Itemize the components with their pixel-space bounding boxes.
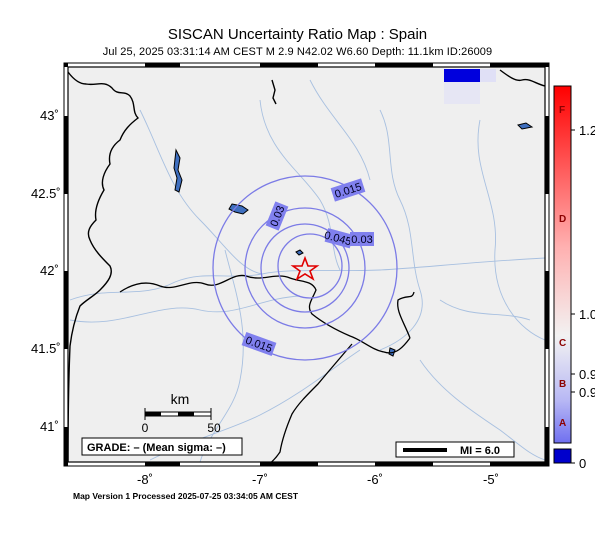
colorbar-letter-b: B [559,379,566,390]
svg-text:km: km [171,391,190,407]
coastline [68,71,140,462]
colorbar: F D C B A 1.2 1.0 0.9 0.9 0 [553,85,595,471]
colorbar-letter-f: F [559,105,565,116]
lat-label-42: 42˚ [40,263,59,278]
contour-inner [277,233,343,299]
lon-label-8: -8˚ [137,472,153,487]
grid-cell [444,82,480,104]
colorbar-tick-1-2: 1.2 [579,123,595,138]
map-area[interactable] [67,66,546,463]
colorbar-letter-c: C [559,338,566,349]
contour-0.015 [212,175,398,361]
map-title: SISCAN Uncertainty Ratio Map : Spain [167,26,428,43]
coastline [499,69,545,87]
contour-0.045 [260,223,350,313]
borders [119,274,415,462]
svg-text:0.03: 0.03 [351,234,372,246]
map-frame [63,62,550,467]
svg-text:50: 50 [207,421,221,435]
colorbar-letter-d: D [559,214,566,225]
lon-label-7: -7˚ [252,472,268,487]
svg-text:MI = 6.0: MI = 6.0 [460,445,500,457]
epicenter-star-icon[interactable] [290,255,320,281]
event-subtitle: Jul 25, 2025 03:31:14 AM CEST M 2.9 N42.… [102,46,493,58]
grid-cell [444,69,480,82]
grid-cell [480,69,496,82]
colorbar-tick-0-9a: 0.9 [579,367,595,382]
coastline [271,79,277,105]
lat-label-41: 41˚ [40,419,59,434]
svg-text:GRADE: – (Mean sigma: –): GRADE: – (Mean sigma: –) [87,442,226,454]
contour-0.03 [244,207,366,329]
colorbar-letter-a: A [559,418,566,429]
colorbar-low-swatch [553,448,572,464]
processed-footer: Map Version 1 Processed 2025-07-25 03:34… [73,491,299,501]
lon-label-5: -5˚ [483,472,499,487]
lat-label-42-5: 42.5˚ [31,186,61,201]
lat-label-41-5: 41.5˚ [31,341,61,356]
lakes [173,122,534,357]
scale-bar: km 0 50 [142,391,221,435]
svg-text:0: 0 [142,421,149,435]
contour-label-4: 0.03 [350,232,374,246]
colorbar-tick-1-0: 1.0 [579,307,595,322]
uncertainty-contours [212,175,398,361]
colorbar-tick-0: 0 [579,456,586,471]
grade-box: GRADE: – (Mean sigma: –) [81,437,243,456]
lon-label-6: -6˚ [367,472,383,487]
lat-label-43: 43˚ [40,108,59,123]
mi-legend-box: MI = 6.0 [395,441,515,458]
colorbar-tick-0-9b: 0.9 [579,385,595,400]
